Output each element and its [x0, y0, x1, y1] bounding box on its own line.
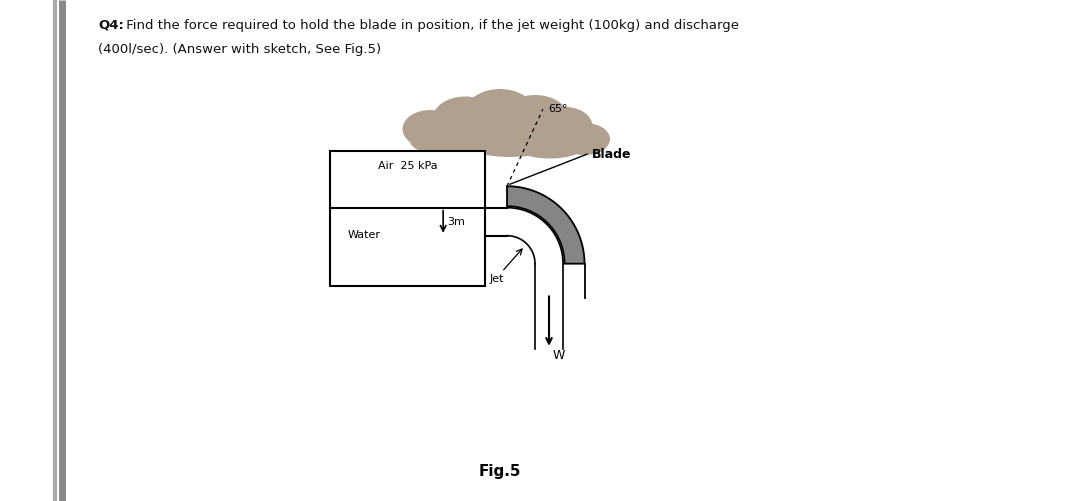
Ellipse shape	[561, 123, 610, 155]
Text: Jet: Jet	[489, 274, 504, 284]
Text: (400l/sec). (Answer with sketch, See Fig.5): (400l/sec). (Answer with sketch, See Fig…	[98, 43, 381, 56]
Ellipse shape	[403, 110, 458, 148]
Ellipse shape	[432, 97, 498, 141]
Ellipse shape	[465, 89, 535, 137]
Polygon shape	[507, 186, 584, 264]
Text: Air  25 kPa: Air 25 kPa	[378, 161, 437, 171]
Ellipse shape	[465, 129, 555, 157]
Bar	[330, 151, 485, 286]
Ellipse shape	[502, 95, 567, 137]
Ellipse shape	[515, 133, 585, 158]
Text: Blade: Blade	[592, 148, 632, 161]
Text: Find the force required to hold the blade in position, if the jet weight (100kg): Find the force required to hold the blad…	[122, 19, 739, 32]
Text: 65°: 65°	[548, 104, 567, 114]
Ellipse shape	[538, 107, 593, 145]
Text: Q4:: Q4:	[98, 19, 124, 32]
Text: W: W	[553, 349, 565, 362]
Text: Water: Water	[348, 229, 381, 239]
Text: 3m: 3m	[447, 217, 465, 226]
Text: Fig.5: Fig.5	[478, 464, 522, 479]
Ellipse shape	[410, 126, 490, 156]
